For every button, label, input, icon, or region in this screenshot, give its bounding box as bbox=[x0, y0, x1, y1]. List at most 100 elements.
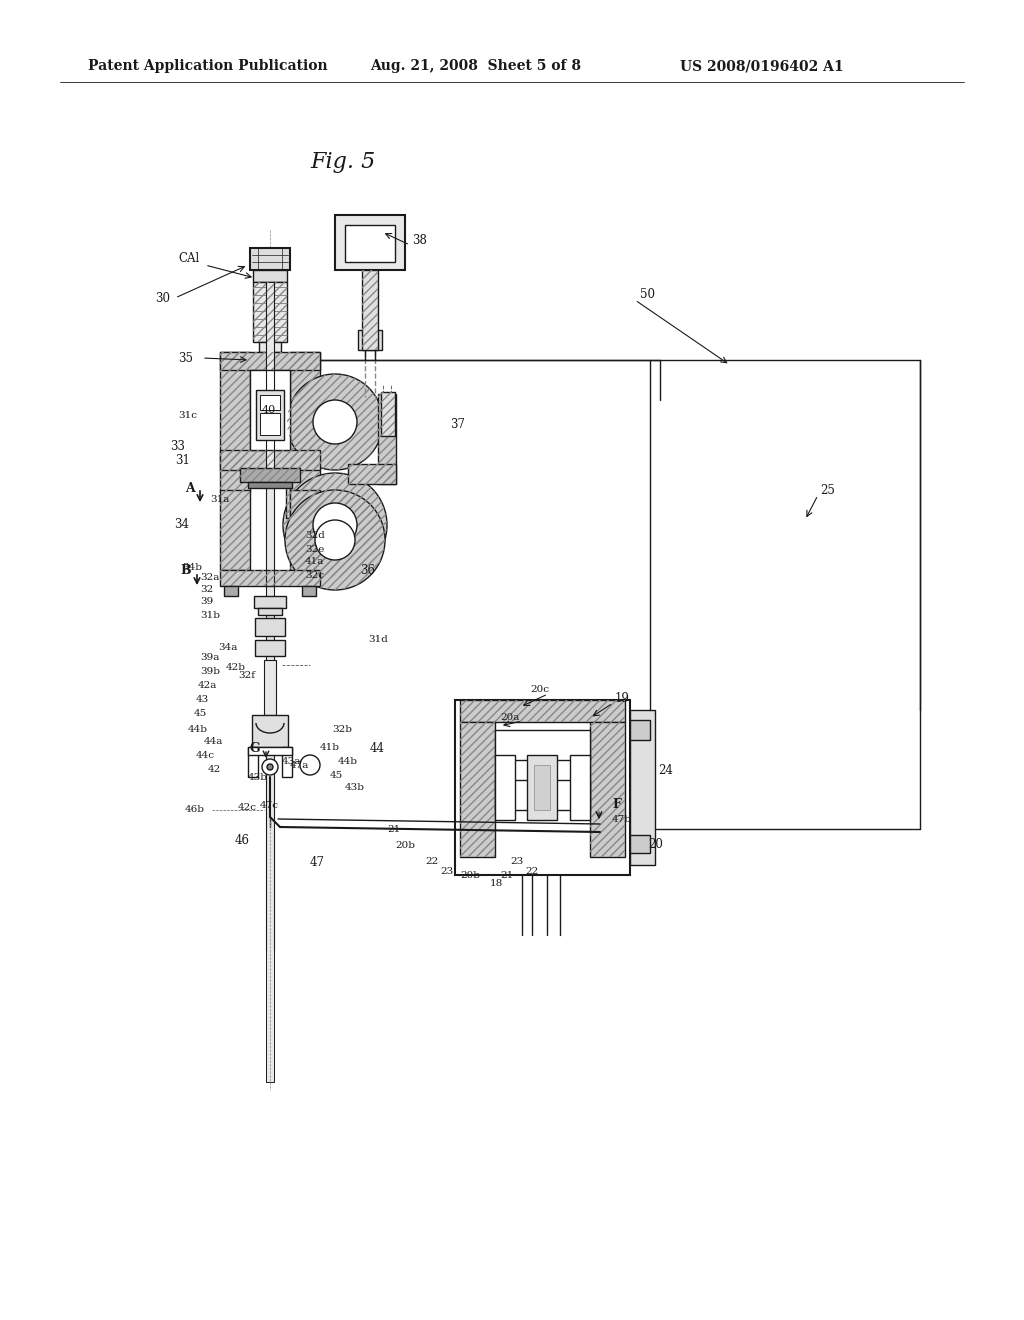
Text: 32: 32 bbox=[200, 586, 213, 594]
Bar bbox=[495, 755, 515, 820]
Bar bbox=[254, 597, 286, 609]
Text: 47b: 47b bbox=[612, 814, 632, 824]
Bar bbox=[253, 282, 287, 342]
Bar bbox=[527, 755, 557, 820]
Text: 32b: 32b bbox=[332, 726, 352, 734]
Text: 47a: 47a bbox=[290, 760, 309, 770]
Circle shape bbox=[315, 520, 355, 560]
Bar bbox=[220, 490, 250, 570]
Bar bbox=[378, 393, 396, 484]
Text: CAl: CAl bbox=[178, 252, 200, 264]
Text: 22: 22 bbox=[425, 858, 438, 866]
Text: 43a: 43a bbox=[282, 758, 301, 767]
Circle shape bbox=[267, 764, 273, 770]
Text: 41a: 41a bbox=[305, 557, 325, 566]
Text: 31b: 31b bbox=[200, 610, 220, 619]
Text: 42: 42 bbox=[208, 766, 221, 775]
Text: US 2008/0196402 A1: US 2008/0196402 A1 bbox=[680, 59, 844, 73]
Text: 31d: 31d bbox=[368, 635, 388, 644]
Bar bbox=[286, 470, 290, 517]
Bar bbox=[362, 271, 378, 350]
Text: 44b: 44b bbox=[338, 758, 358, 767]
Text: 31c: 31c bbox=[178, 411, 197, 420]
Text: 19: 19 bbox=[615, 692, 630, 705]
Text: 32a: 32a bbox=[200, 573, 219, 582]
Bar bbox=[495, 730, 590, 760]
Bar bbox=[348, 465, 396, 484]
Text: 34: 34 bbox=[174, 519, 189, 532]
Bar bbox=[266, 282, 274, 1082]
Bar bbox=[260, 413, 280, 436]
Text: 43b: 43b bbox=[248, 774, 268, 783]
Text: 20a: 20a bbox=[500, 714, 519, 722]
Text: 35: 35 bbox=[178, 351, 193, 364]
Bar bbox=[250, 248, 290, 271]
Bar bbox=[460, 700, 625, 722]
Bar bbox=[220, 352, 250, 492]
Bar bbox=[248, 747, 258, 777]
Bar bbox=[220, 490, 250, 570]
Text: 44: 44 bbox=[370, 742, 385, 755]
Text: 39a: 39a bbox=[200, 653, 219, 663]
Text: 47: 47 bbox=[310, 855, 325, 869]
Text: 43b: 43b bbox=[345, 783, 365, 792]
Circle shape bbox=[313, 400, 357, 444]
Text: 22: 22 bbox=[525, 867, 539, 876]
Text: 32f: 32f bbox=[238, 672, 255, 681]
Text: 45: 45 bbox=[330, 771, 343, 780]
Text: 20b: 20b bbox=[395, 841, 415, 850]
Text: 34a: 34a bbox=[218, 644, 238, 652]
Text: 42b: 42b bbox=[226, 664, 246, 672]
Text: B: B bbox=[180, 564, 191, 577]
Bar bbox=[455, 700, 630, 875]
Bar bbox=[381, 392, 395, 436]
Bar bbox=[224, 586, 238, 597]
Bar bbox=[253, 282, 287, 342]
Bar bbox=[590, 722, 625, 857]
Text: 21: 21 bbox=[500, 870, 513, 879]
Bar bbox=[378, 393, 396, 484]
Text: 46b: 46b bbox=[185, 805, 205, 814]
Circle shape bbox=[287, 374, 383, 470]
Bar bbox=[255, 640, 285, 656]
Bar bbox=[259, 342, 281, 352]
Circle shape bbox=[262, 759, 278, 775]
Bar bbox=[630, 719, 650, 741]
Text: 23: 23 bbox=[510, 858, 523, 866]
Text: 32d: 32d bbox=[305, 531, 325, 540]
Bar bbox=[290, 490, 319, 570]
Circle shape bbox=[313, 503, 357, 546]
Bar bbox=[253, 271, 287, 282]
Text: 43: 43 bbox=[196, 696, 209, 705]
Text: 44a: 44a bbox=[204, 738, 223, 747]
Text: Patent Application Publication: Patent Application Publication bbox=[88, 59, 328, 73]
Bar bbox=[290, 352, 319, 492]
Text: 42a: 42a bbox=[198, 681, 217, 690]
Bar bbox=[220, 570, 319, 586]
Bar bbox=[220, 450, 319, 470]
Bar bbox=[248, 482, 292, 488]
Bar bbox=[630, 836, 650, 853]
Text: 45: 45 bbox=[194, 710, 207, 718]
Text: 42c: 42c bbox=[238, 803, 257, 812]
Bar bbox=[220, 352, 319, 370]
Bar bbox=[290, 352, 319, 492]
Text: 46: 46 bbox=[234, 833, 250, 846]
Bar bbox=[220, 570, 319, 586]
Bar bbox=[248, 747, 292, 755]
Bar bbox=[630, 710, 655, 865]
Bar bbox=[534, 766, 550, 810]
Text: F: F bbox=[612, 799, 621, 812]
Bar bbox=[345, 224, 395, 261]
Bar bbox=[258, 609, 282, 615]
Text: 40: 40 bbox=[262, 405, 276, 414]
Text: 37: 37 bbox=[450, 418, 465, 432]
Text: 31a: 31a bbox=[210, 495, 229, 504]
Text: 25: 25 bbox=[820, 483, 835, 496]
Text: 36: 36 bbox=[360, 564, 375, 577]
Bar bbox=[460, 700, 625, 722]
Text: 20b: 20b bbox=[460, 870, 480, 879]
Text: 41b: 41b bbox=[319, 743, 340, 752]
Text: 21: 21 bbox=[387, 825, 400, 834]
Text: 39b: 39b bbox=[200, 668, 220, 676]
